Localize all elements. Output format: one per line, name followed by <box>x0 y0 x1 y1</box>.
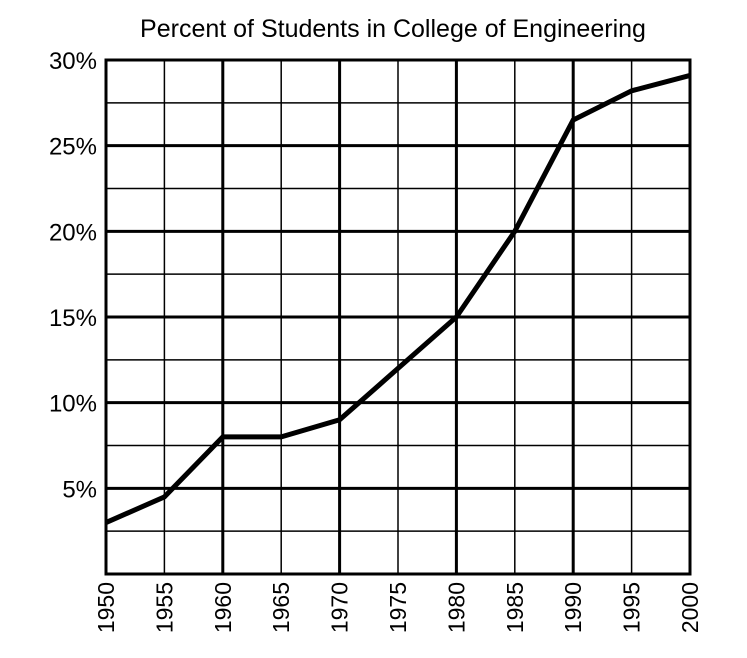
y-tick-label: 25% <box>49 134 97 161</box>
y-tick-label: 10% <box>49 391 97 418</box>
x-tick-label: 2000 <box>677 582 703 633</box>
y-tick-label: 30% <box>49 48 97 75</box>
x-tick-label: 1960 <box>210 582 236 633</box>
x-tick-label: 1995 <box>619 582 645 633</box>
y-tick-label: 15% <box>49 305 97 332</box>
x-tick-label: 1990 <box>560 582 586 633</box>
y-axis-tick-labels: 5% 10% 15% 20% 25% 30% <box>49 48 97 503</box>
x-tick-label: 1985 <box>502 582 528 633</box>
chart-series <box>104 72 691 525</box>
y-tick-label: 20% <box>49 219 97 246</box>
x-tick-label: 1950 <box>93 582 119 633</box>
x-axis-tick-labels: 1950 1955 1960 1965 1970 1975 1980 1985 1990 1995… <box>93 582 703 633</box>
y-tick-label: 5% <box>62 476 97 503</box>
chart-title: Percent of Students in College of Engine… <box>140 15 646 43</box>
x-tick-label: 1980 <box>443 582 469 633</box>
x-tick-label: 1965 <box>268 582 294 633</box>
x-tick-label: 1970 <box>327 582 353 633</box>
plot-border <box>104 58 692 576</box>
x-tick-label: 1955 <box>151 582 177 633</box>
x-tick-label: 1975 <box>385 582 411 633</box>
chart-grid <box>104 58 692 576</box>
